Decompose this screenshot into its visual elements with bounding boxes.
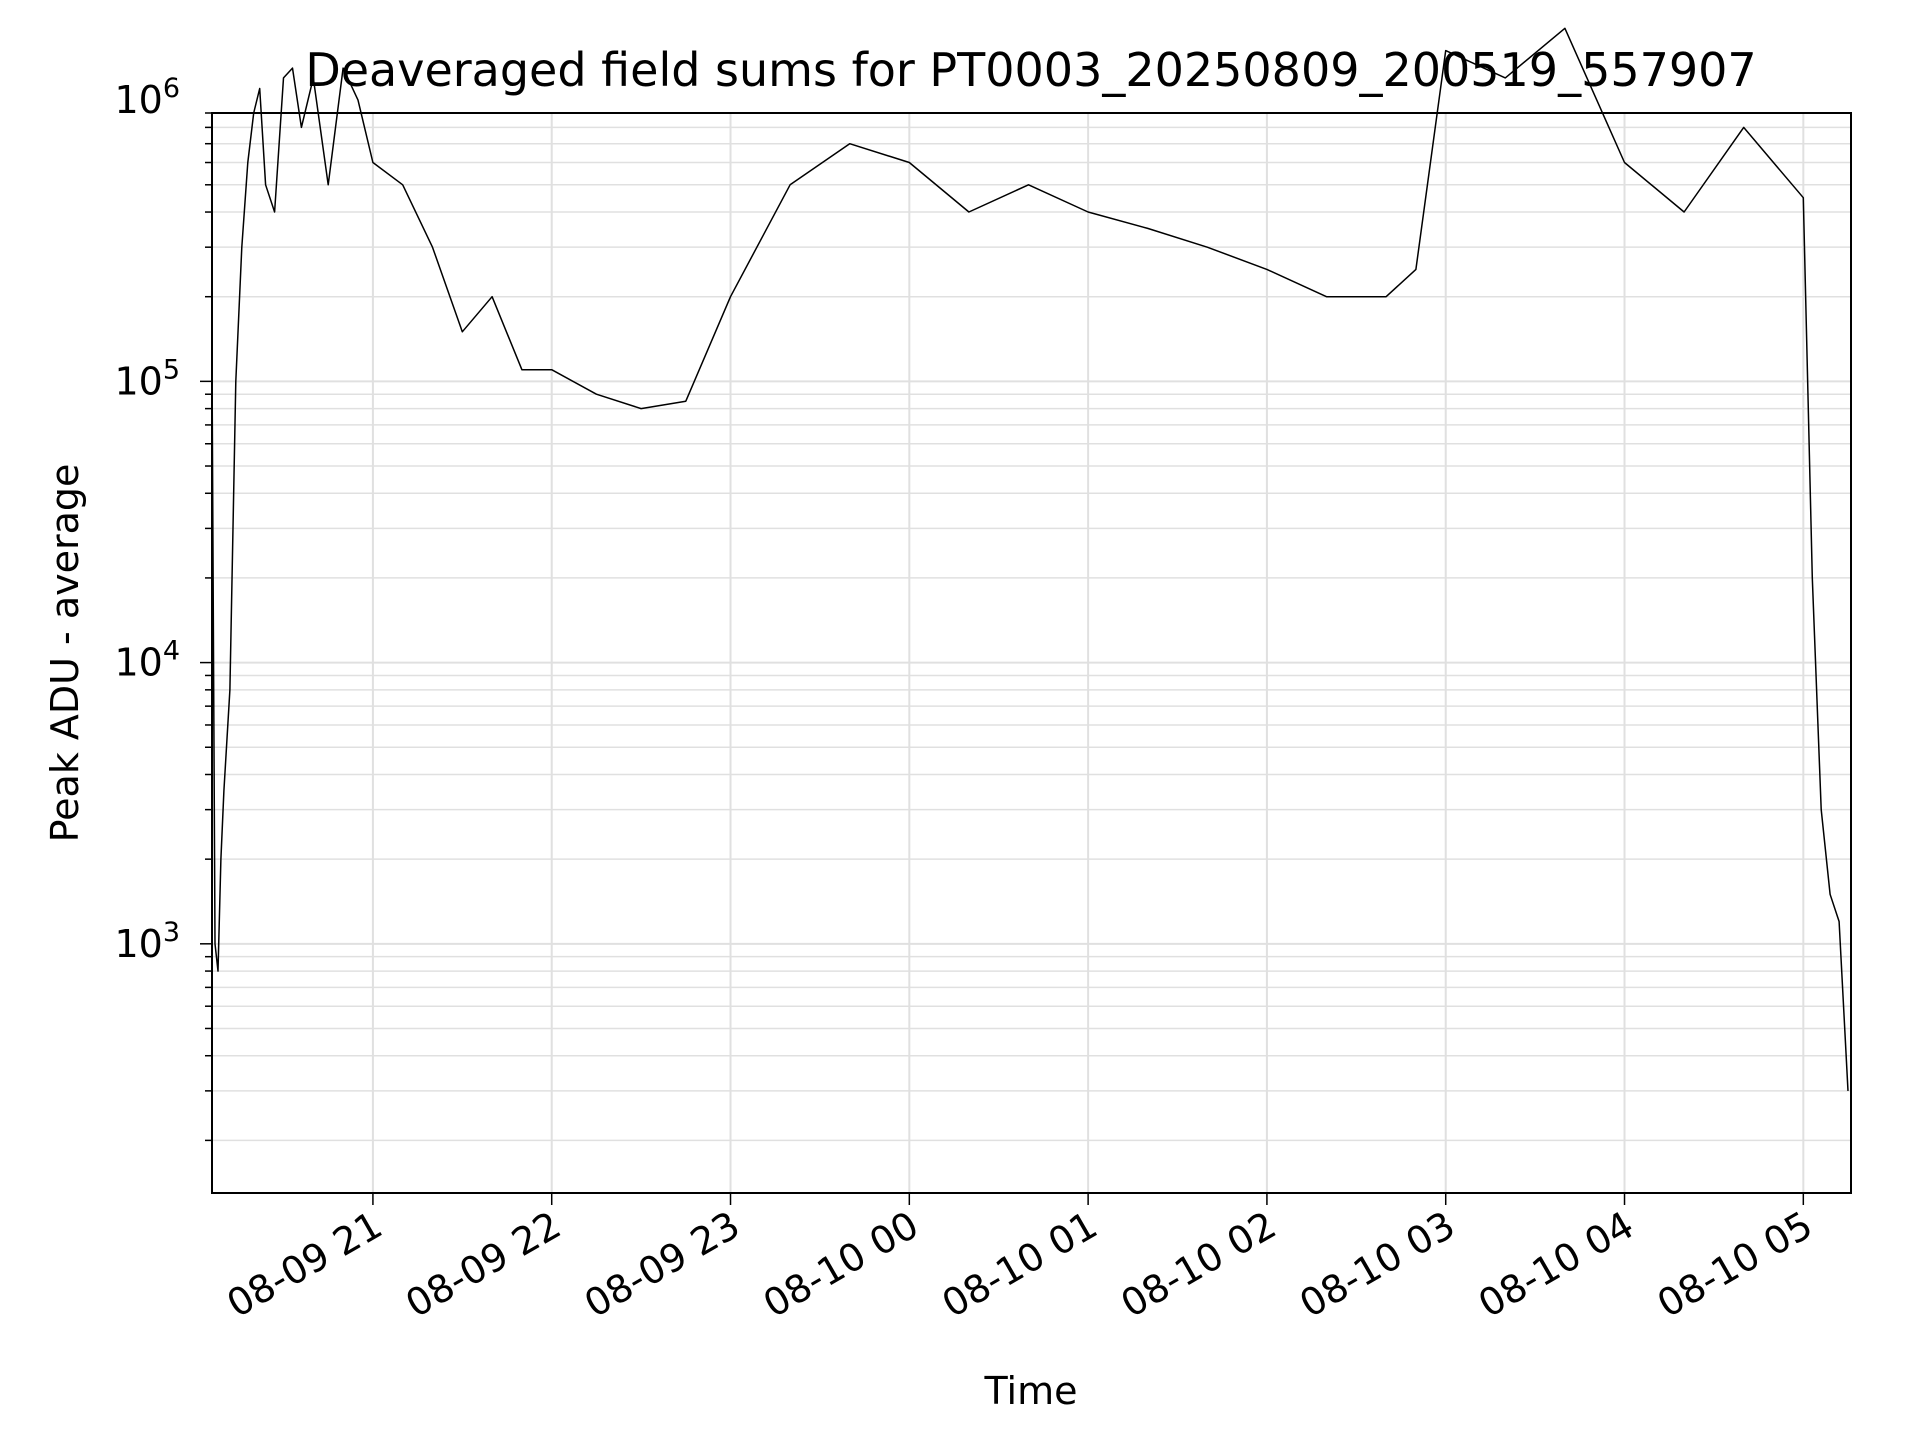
x-tick-label: 08-10 03 (1292, 1203, 1462, 1327)
y-tick-label: 104 (114, 636, 180, 685)
x-axis-label: Time (984, 1369, 1078, 1413)
y-tick-label: 106 (114, 73, 180, 122)
grid (200, 112, 1851, 1193)
chart-title: Deaveraged field sums for PT0003_2025080… (305, 43, 1756, 97)
x-tick-label: 08-10 00 (756, 1203, 926, 1327)
y-tick-label: 105 (114, 354, 180, 403)
plot-frame (211, 112, 1852, 1194)
series (211, 27, 1849, 1091)
x-tick-label: 08-09 21 (219, 1203, 389, 1327)
series-line (211, 27, 1849, 1091)
x-axis-ticks: 08-09 21 08-09 22 08-09 23 08-10 00 08-10 01… (219, 1193, 1820, 1327)
x-tick-label: 08-10 05 (1650, 1203, 1820, 1327)
y-axis-label: Peak ADU - average (43, 464, 87, 843)
x-tick-label: 08-09 22 (398, 1203, 568, 1327)
y-axis-ticks: 103 104 105 106 (114, 73, 180, 966)
x-tick-label: 08-09 23 (577, 1203, 747, 1327)
y-tick-label: 103 (114, 917, 180, 966)
x-tick-label: 08-10 01 (935, 1203, 1105, 1327)
x-tick-label: 08-10 04 (1471, 1203, 1641, 1327)
x-tick-label: 08-10 02 (1113, 1203, 1283, 1327)
